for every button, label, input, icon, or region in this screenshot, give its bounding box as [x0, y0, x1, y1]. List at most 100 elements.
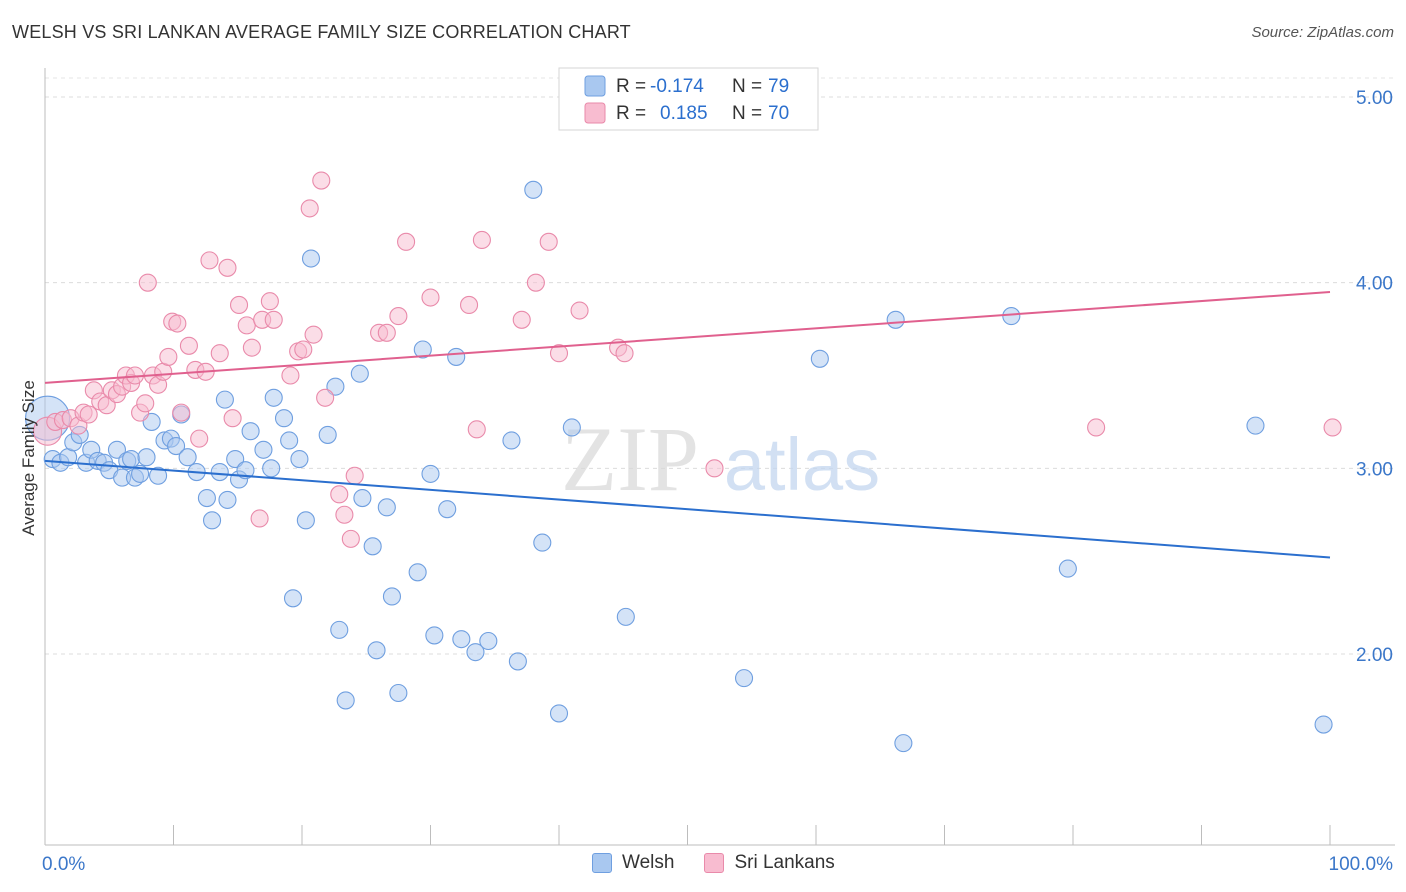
welsh-point: [301, 249, 321, 268]
watermark-zip: ZIP: [561, 408, 699, 510]
welsh-trend-line: [44, 459, 1331, 559]
welsh-point: [367, 641, 386, 660]
welsh-point: [353, 488, 372, 508]
welsh-point: [438, 500, 457, 519]
welsh-point: [236, 461, 255, 480]
legend-box: R = -0.174 N = 79 R = 0.185 N = 70: [558, 67, 819, 131]
srilankan-point: [615, 344, 634, 363]
legend-swatch-srilankan: [584, 102, 606, 124]
welsh-point: [734, 669, 754, 688]
y-tick-labels: 2.00 3.00 4.00 5.00: [1356, 88, 1393, 666]
bottom-legend-welsh[interactable]: Welsh: [592, 852, 674, 874]
trend-lines: [44, 290, 1331, 559]
welsh-point: [810, 349, 829, 368]
welsh-point: [549, 704, 569, 723]
welsh-point: [533, 533, 552, 552]
srilankan-point: [341, 529, 360, 548]
bottom-legend-srilankan[interactable]: Sri Lankans: [704, 852, 835, 874]
srilankan-point: [223, 409, 242, 428]
welsh-point: [452, 630, 471, 649]
bottom-legend-swatch-srilankan: [704, 853, 725, 873]
welsh-point: [197, 488, 216, 508]
srilankan-point: [200, 251, 219, 270]
srilankan-point: [264, 310, 283, 329]
welsh-point: [524, 180, 543, 199]
welsh-point: [283, 589, 303, 608]
welsh-point: [254, 440, 273, 459]
srilankan-point: [526, 273, 545, 292]
welsh-point: [1246, 416, 1265, 435]
welsh-point: [203, 511, 222, 530]
y-tick-label: 2.00: [1356, 645, 1393, 666]
srilankan-point: [242, 338, 261, 357]
y-tick-label: 3.00: [1356, 459, 1393, 480]
welsh-point: [502, 431, 521, 450]
legend-r-label-srilankan: R =: [616, 103, 646, 124]
legend-r-value-srilankan: 0.185: [660, 103, 708, 124]
source-label: Source: ZipAtlas.com: [1251, 24, 1394, 41]
welsh-point: [262, 459, 281, 478]
bottom-legend-label-srilankan: Sri Lankans: [734, 852, 835, 873]
welsh-point: [508, 652, 527, 671]
legend-r-value-welsh: -0.174: [650, 76, 704, 97]
welsh-point: [226, 449, 245, 469]
srilankan-point: [335, 505, 354, 524]
welsh-point: [274, 409, 294, 428]
welsh-point: [326, 377, 345, 396]
welsh-point: [421, 464, 440, 483]
srilankan-point: [397, 232, 416, 251]
legend-n-value-srilankan: 70: [768, 103, 789, 124]
welsh-point: [336, 691, 355, 710]
welsh-point: [218, 490, 237, 509]
welsh-point: [318, 425, 337, 444]
welsh-point: [215, 390, 234, 409]
welsh-point: [616, 607, 635, 626]
srilankan-point: [229, 295, 249, 314]
srilankan-point: [218, 258, 237, 277]
welsh-point: [425, 626, 444, 645]
srilankan-point: [421, 288, 440, 307]
srilankan-point: [345, 466, 364, 485]
legend-n-label-srilankan: N =: [732, 103, 762, 124]
welsh-point: [1002, 307, 1021, 326]
bottom-legend: Welsh Sri Lankans: [592, 852, 853, 874]
srilankan-point: [304, 325, 323, 344]
x-tick-label-min: 0.0%: [42, 854, 85, 875]
axes: [44, 68, 1395, 846]
legend-n-label-welsh: N =: [732, 76, 762, 97]
welsh-point: [1314, 715, 1333, 734]
srilankan-trend-line: [44, 290, 1331, 384]
welsh-point: [408, 563, 427, 582]
srilankan-point: [260, 292, 279, 311]
srilankan-point: [549, 344, 569, 363]
welsh-point: [363, 537, 382, 556]
x-tick-label-max: 100.0%: [1329, 854, 1394, 875]
gridlines: [45, 77, 1395, 655]
srilankan-point: [570, 301, 589, 320]
welsh-point: [389, 683, 408, 703]
srilankan-point: [250, 509, 269, 528]
srilankan-point: [294, 340, 313, 359]
srilankan-point: [705, 459, 724, 478]
srilankan-point: [512, 310, 531, 329]
welsh-point: [167, 437, 186, 456]
welsh-point: [350, 364, 369, 383]
legend-r-label-welsh: R =: [616, 76, 646, 97]
srilankan-point: [330, 485, 349, 504]
y-tick-label: 4.00: [1356, 274, 1393, 295]
srilankan-point: [237, 316, 256, 335]
srilankan-point: [79, 405, 98, 424]
bottom-legend-swatch-welsh: [592, 853, 612, 873]
chart-title: WELSH VS SRI LANKAN AVERAGE FAMILY SIZE …: [12, 22, 631, 42]
srilankan-point: [159, 347, 178, 366]
srilankan-point: [467, 420, 486, 439]
srilankan-point: [389, 307, 408, 326]
welsh-point: [886, 310, 905, 329]
srilankan-point: [138, 273, 157, 292]
welsh-point: [413, 340, 432, 359]
welsh-point: [382, 587, 402, 606]
y-tick-label: 5.00: [1356, 88, 1393, 109]
welsh-point: [377, 498, 396, 517]
srilankan-point: [300, 199, 319, 218]
